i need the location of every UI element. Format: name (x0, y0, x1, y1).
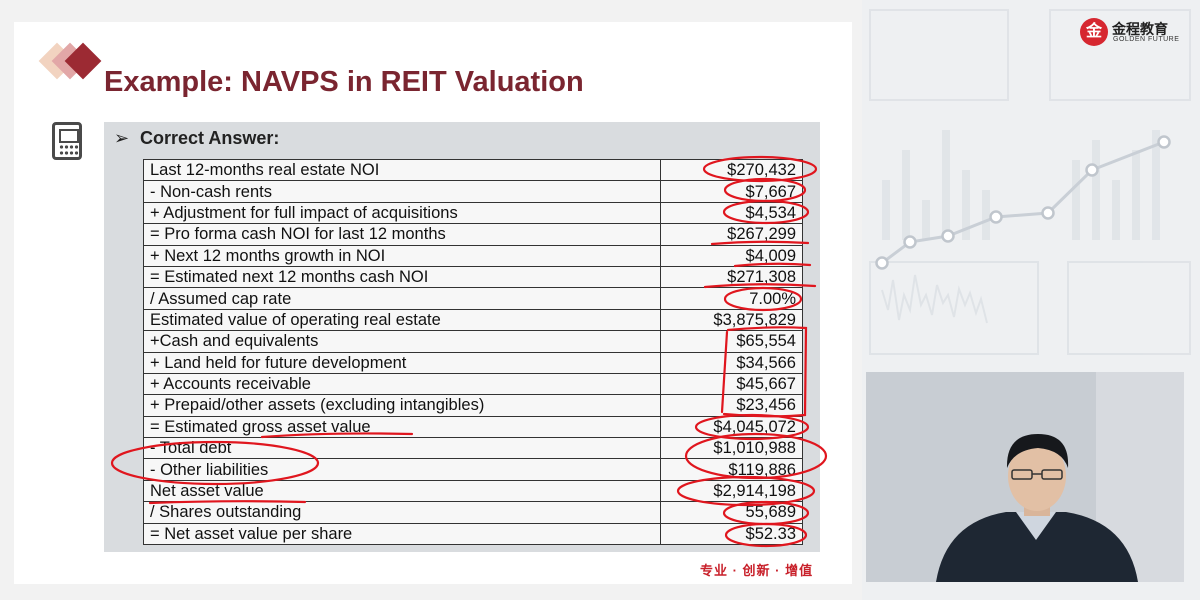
row-value: $7,667 (660, 180, 803, 203)
table-row: = Estimated next 12 months cash NOI $271,… (143, 265, 803, 289)
logo-mark: 金 (1080, 18, 1108, 46)
table-row: Estimated value of operating real estate… (143, 308, 803, 332)
row-value: $3,875,829 (660, 308, 803, 332)
table-row: = Estimated gross asset value $4,045,072 (143, 415, 803, 439)
row-label: - Non-cash rents (143, 180, 661, 203)
row-label: + Adjustment for full impact of acquisit… (143, 201, 661, 225)
row-value: $4,009 (660, 244, 803, 267)
row-label: = Estimated next 12 months cash NOI (143, 265, 661, 289)
table-row: + Prepaid/other assets (excluding intang… (143, 394, 803, 417)
row-label: + Land held for future development (143, 351, 661, 374)
row-label: +Cash and equivalents (143, 330, 661, 353)
background-line-chart-art (869, 9, 1191, 355)
table-row: + Land held for future development $34,56… (143, 351, 803, 374)
row-label: + Accounts receivable (143, 372, 661, 396)
row-label: = Net asset value per share (143, 522, 661, 546)
table-row: + Accounts receivable $45,667 (143, 372, 803, 396)
row-value: $1,010,988 (660, 437, 803, 460)
row-label: Estimated value of operating real estate (143, 308, 661, 332)
row-label: = Pro forma cash NOI for last 12 months (143, 223, 661, 246)
answer-heading: ➢ Correct Answer: (114, 128, 279, 149)
row-value: $119,886 (660, 458, 803, 481)
table-row: + Next 12 months growth in NOI $4,009 (143, 244, 803, 267)
row-label: - Other liabilities (143, 458, 661, 481)
slide-title: Example: NAVPS in REIT Valuation (104, 66, 584, 98)
row-value: $52.33 (660, 522, 803, 546)
logo-name-cn: 金程教育 (1112, 21, 1168, 37)
row-label: - Total debt (143, 437, 661, 460)
bullet-arrow-icon: ➢ (114, 128, 130, 148)
table-row: Net asset value $2,914,198 (143, 479, 803, 503)
answer-heading-text: Correct Answer: (140, 128, 280, 148)
row-value: $4,534 (660, 201, 803, 225)
row-label: + Prepaid/other assets (excluding intang… (143, 394, 661, 417)
presenter-video-icon (866, 372, 1184, 582)
row-value: $270,432 (660, 158, 803, 182)
table-row: +Cash and equivalents $65,554 (143, 330, 803, 353)
row-value: $65,554 (660, 330, 803, 353)
row-label: Last 12-months real estate NOI (143, 158, 661, 182)
table-row: / Shares outstanding 55,689 (143, 501, 803, 524)
row-value: 7.00% (660, 287, 803, 310)
row-label: + Next 12 months growth in NOI (143, 244, 661, 267)
row-value: 55,689 (660, 501, 803, 524)
row-value: $23,456 (660, 394, 803, 417)
row-label: = Estimated gross asset value (143, 415, 661, 439)
table-row: + Adjustment for full impact of acquisit… (143, 201, 803, 225)
table-row: = Net asset value per share $52.33 (143, 522, 803, 546)
row-value: $34,566 (660, 351, 803, 374)
table-row: - Non-cash rents $7,667 (143, 180, 803, 203)
row-value: $2,914,198 (660, 479, 803, 503)
table-row: = Pro forma cash NOI for last 12 months $… (143, 223, 803, 246)
row-label: / Shares outstanding (143, 501, 661, 524)
brand-logo: 金 金程教育 GOLDEN FUTURE (1080, 18, 1190, 48)
table-row: - Other liabilities $119,886 (143, 458, 803, 481)
table-row: - Total debt $1,010,988 (143, 437, 803, 460)
row-label: / Assumed cap rate (143, 287, 661, 310)
table-row: / Assumed cap rate 7.00% (143, 287, 803, 310)
table-row: Last 12-months real estate NOI $270,432 (143, 158, 803, 182)
slide-tagline: 专业 · 创新 · 增值 (700, 563, 814, 578)
logo-name-en: GOLDEN FUTURE (1113, 36, 1180, 43)
row-value: $271,308 (660, 265, 803, 289)
navps-table: Last 12-months real estate NOI $270,432- … (143, 158, 803, 546)
row-label: Net asset value (143, 479, 661, 503)
calculator-icon (52, 122, 82, 160)
row-value: $45,667 (660, 372, 803, 396)
row-value: $4,045,072 (660, 415, 803, 439)
row-value: $267,299 (660, 223, 803, 246)
